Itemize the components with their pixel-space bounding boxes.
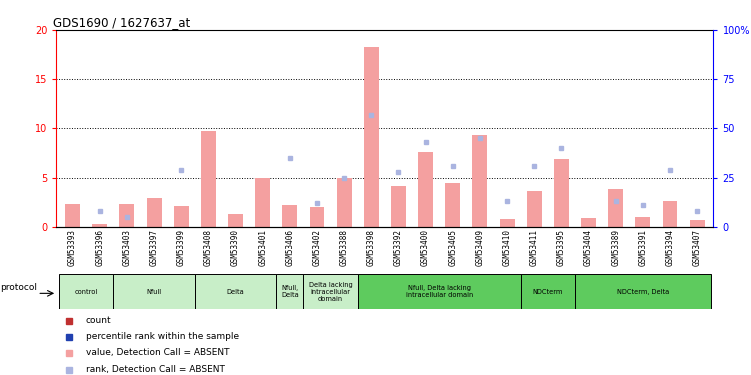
Text: GSM53396: GSM53396 (95, 229, 104, 266)
Text: GSM53389: GSM53389 (611, 229, 620, 266)
Text: NDCterm: NDCterm (532, 289, 563, 295)
Bar (554, 159, 569, 227)
Text: GSM53404: GSM53404 (584, 229, 593, 266)
Text: percentile rank within the sample: percentile rank within the sample (86, 332, 239, 341)
Text: Delta lacking
intracellular
domain: Delta lacking intracellular domain (309, 282, 352, 302)
Bar (391, 186, 406, 227)
Bar (336, 178, 351, 227)
Text: GSM53408: GSM53408 (204, 229, 213, 266)
Bar (472, 135, 487, 227)
Text: GSM53407: GSM53407 (692, 229, 701, 266)
Text: GSM53388: GSM53388 (339, 229, 348, 266)
Bar (309, 207, 324, 227)
Text: count: count (86, 316, 111, 325)
Text: GDS1690 / 1627637_at: GDS1690 / 1627637_at (53, 16, 190, 29)
Text: GSM53393: GSM53393 (68, 229, 77, 266)
Bar (581, 218, 596, 227)
Bar (228, 214, 243, 227)
Text: GSM53390: GSM53390 (231, 229, 240, 266)
Text: GSM53399: GSM53399 (176, 229, 185, 266)
Text: GSM53410: GSM53410 (502, 229, 511, 266)
Text: GSM53403: GSM53403 (122, 229, 131, 266)
FancyBboxPatch shape (575, 274, 710, 309)
Text: GSM53406: GSM53406 (285, 229, 294, 266)
FancyBboxPatch shape (276, 274, 303, 309)
FancyBboxPatch shape (195, 274, 276, 309)
Text: GSM53394: GSM53394 (665, 229, 674, 266)
Text: GSM53400: GSM53400 (421, 229, 430, 266)
Bar (201, 131, 216, 227)
Text: GSM53409: GSM53409 (475, 229, 484, 266)
Text: rank, Detection Call = ABSENT: rank, Detection Call = ABSENT (86, 365, 225, 374)
Bar (608, 189, 623, 227)
Bar (146, 198, 161, 227)
Bar (173, 206, 189, 227)
Bar (65, 204, 80, 227)
Text: Nfull, Delta lacking
intracellular domain: Nfull, Delta lacking intracellular domai… (406, 285, 473, 298)
FancyBboxPatch shape (59, 274, 113, 309)
Bar (445, 183, 460, 227)
Text: GSM53395: GSM53395 (557, 229, 566, 266)
Text: Delta: Delta (227, 289, 244, 295)
Bar (92, 224, 107, 227)
Text: GSM53397: GSM53397 (149, 229, 158, 266)
Text: Nfull,
Delta: Nfull, Delta (281, 285, 299, 298)
FancyBboxPatch shape (520, 274, 575, 309)
Text: GSM53391: GSM53391 (638, 229, 647, 266)
Text: GSM53405: GSM53405 (448, 229, 457, 266)
Text: value, Detection Call = ABSENT: value, Detection Call = ABSENT (86, 348, 229, 357)
Text: GSM53392: GSM53392 (394, 229, 403, 266)
Text: protocol: protocol (0, 284, 37, 292)
Bar (499, 219, 514, 227)
Bar (418, 152, 433, 227)
Bar (255, 178, 270, 227)
Text: GSM53402: GSM53402 (312, 229, 321, 266)
Bar (282, 205, 297, 227)
Text: GSM53401: GSM53401 (258, 229, 267, 266)
Text: GSM53398: GSM53398 (366, 229, 376, 266)
Text: control: control (74, 289, 98, 295)
Bar (526, 191, 541, 227)
Bar (119, 204, 134, 227)
Text: GSM53411: GSM53411 (529, 229, 538, 266)
Text: NDCterm, Delta: NDCterm, Delta (617, 289, 669, 295)
FancyBboxPatch shape (303, 274, 357, 309)
FancyBboxPatch shape (113, 274, 195, 309)
FancyBboxPatch shape (357, 274, 520, 309)
Bar (363, 47, 379, 227)
Bar (689, 220, 704, 227)
Bar (635, 217, 650, 227)
Bar (662, 201, 677, 227)
Text: Nfull: Nfull (146, 289, 161, 295)
